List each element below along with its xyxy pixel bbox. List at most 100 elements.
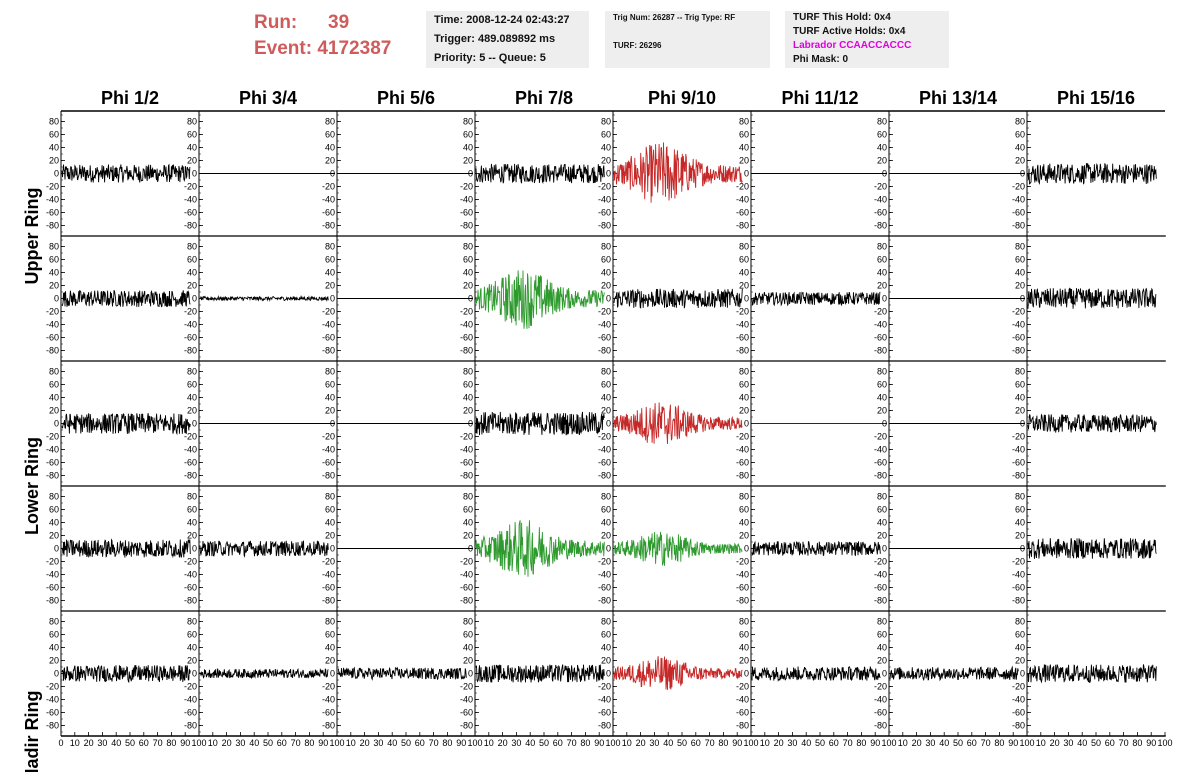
y-tick-label: 40 <box>49 518 59 528</box>
y-tick-label: -20 <box>598 557 611 567</box>
y-tick-label: 60 <box>463 130 473 140</box>
y-tick-label: 20 <box>49 156 59 166</box>
y-tick-label: -60 <box>736 208 749 218</box>
y-tick-label: -80 <box>598 721 611 731</box>
y-tick-label: 80 <box>49 242 59 252</box>
y-tick-label: -60 <box>598 708 611 718</box>
y-tick-label: -80 <box>598 221 611 231</box>
column-header: Phi 9/10 <box>648 88 716 108</box>
y-tick-label: -80 <box>184 596 197 606</box>
x-tick-label: 30 <box>787 738 797 748</box>
y-tick-label: -20 <box>874 182 887 192</box>
x-tick-label: 10 <box>484 738 494 748</box>
x-tick-label: 60 <box>967 738 977 748</box>
y-tick-label: -80 <box>46 221 59 231</box>
y-tick-label: 80 <box>187 367 197 377</box>
y-tick-label: 40 <box>877 268 887 278</box>
y-tick-label: 0 <box>192 544 197 554</box>
y-tick-label: -20 <box>46 307 59 317</box>
y-tick-label: -60 <box>184 708 197 718</box>
y-tick-label: -20 <box>322 557 335 567</box>
y-tick-label: 40 <box>463 268 473 278</box>
waveform-trace <box>889 665 1019 682</box>
x-tick-label: 100 <box>191 738 206 748</box>
y-tick-label: -20 <box>460 682 473 692</box>
priority-text: Priority: 5 -- Queue: 5 <box>434 52 546 64</box>
y-tick-label: -20 <box>184 307 197 317</box>
y-tick-label: 20 <box>877 656 887 666</box>
x-tick-label: 30 <box>925 738 935 748</box>
y-tick-label: -60 <box>184 208 197 218</box>
y-tick-label: 80 <box>739 617 749 627</box>
waveform-trace <box>613 288 743 309</box>
y-tick-label: 20 <box>463 406 473 416</box>
y-tick-label: -20 <box>46 557 59 567</box>
y-tick-label: 60 <box>325 130 335 140</box>
x-tick-label: 80 <box>580 738 590 748</box>
y-tick-label: 40 <box>877 143 887 153</box>
y-tick-label: 80 <box>1015 617 1025 627</box>
y-tick-label: 80 <box>49 492 59 502</box>
y-tick-label: 80 <box>877 492 887 502</box>
x-tick-label: 50 <box>125 738 135 748</box>
y-tick-label: -20 <box>184 432 197 442</box>
y-tick-label: 40 <box>325 518 335 528</box>
x-tick-label: 70 <box>843 738 853 748</box>
x-tick-label: 80 <box>442 738 452 748</box>
x-tick-label: 20 <box>498 738 508 748</box>
x-tick-label: 90 <box>318 738 328 748</box>
y-tick-label: 60 <box>877 380 887 390</box>
y-tick-label: -20 <box>736 307 749 317</box>
y-tick-label: 20 <box>325 406 335 416</box>
y-tick-label: 20 <box>1015 156 1025 166</box>
y-tick-label: 80 <box>463 242 473 252</box>
x-tick-label: 10 <box>760 738 770 748</box>
y-tick-label: 0 <box>54 294 59 304</box>
y-tick-label: 20 <box>601 281 611 291</box>
y-tick-label: -40 <box>184 445 197 455</box>
y-tick-label: 80 <box>325 242 335 252</box>
column-header: Phi 13/14 <box>919 88 997 108</box>
y-tick-label: -20 <box>46 682 59 692</box>
y-tick-label: -20 <box>736 557 749 567</box>
y-tick-label: 80 <box>463 367 473 377</box>
y-tick-label: 80 <box>325 617 335 627</box>
x-tick-label: 70 <box>567 738 577 748</box>
y-tick-label: -40 <box>598 195 611 205</box>
x-tick-label: 20 <box>1050 738 1060 748</box>
y-tick-label: -40 <box>736 445 749 455</box>
y-tick-label: -40 <box>874 320 887 330</box>
y-tick-label: -40 <box>598 445 611 455</box>
y-tick-label: 20 <box>49 406 59 416</box>
column-header: Phi 1/2 <box>101 88 159 108</box>
x-tick-label: 10 <box>1036 738 1046 748</box>
y-tick-label: -80 <box>736 346 749 356</box>
column-header: Phi 7/8 <box>515 88 573 108</box>
y-tick-label: -80 <box>874 346 887 356</box>
y-tick-label: 20 <box>325 156 335 166</box>
y-tick-label: -40 <box>46 570 59 580</box>
y-tick-label: -80 <box>1012 346 1025 356</box>
y-tick-label: -60 <box>322 583 335 593</box>
x-tick-label: 100 <box>605 738 620 748</box>
y-tick-label: 0 <box>330 169 335 179</box>
y-tick-label: 80 <box>187 117 197 127</box>
x-tick-label: 60 <box>553 738 563 748</box>
y-tick-label: 60 <box>739 130 749 140</box>
y-tick-label: 80 <box>1015 117 1025 127</box>
y-tick-label: -60 <box>460 208 473 218</box>
y-tick-label: 40 <box>739 518 749 528</box>
y-tick-label: -40 <box>460 195 473 205</box>
y-tick-label: 0 <box>468 544 473 554</box>
run-label: Run: <box>254 12 298 33</box>
y-tick-label: 40 <box>49 643 59 653</box>
y-tick-label: -40 <box>1012 195 1025 205</box>
y-tick-label: 0 <box>606 294 611 304</box>
waveform-trace <box>475 411 605 436</box>
y-tick-label: 80 <box>601 367 611 377</box>
x-tick-label: 20 <box>636 738 646 748</box>
y-tick-label: 40 <box>49 268 59 278</box>
y-tick-label: -20 <box>460 307 473 317</box>
y-tick-label: 60 <box>739 380 749 390</box>
y-tick-label: 0 <box>606 419 611 429</box>
